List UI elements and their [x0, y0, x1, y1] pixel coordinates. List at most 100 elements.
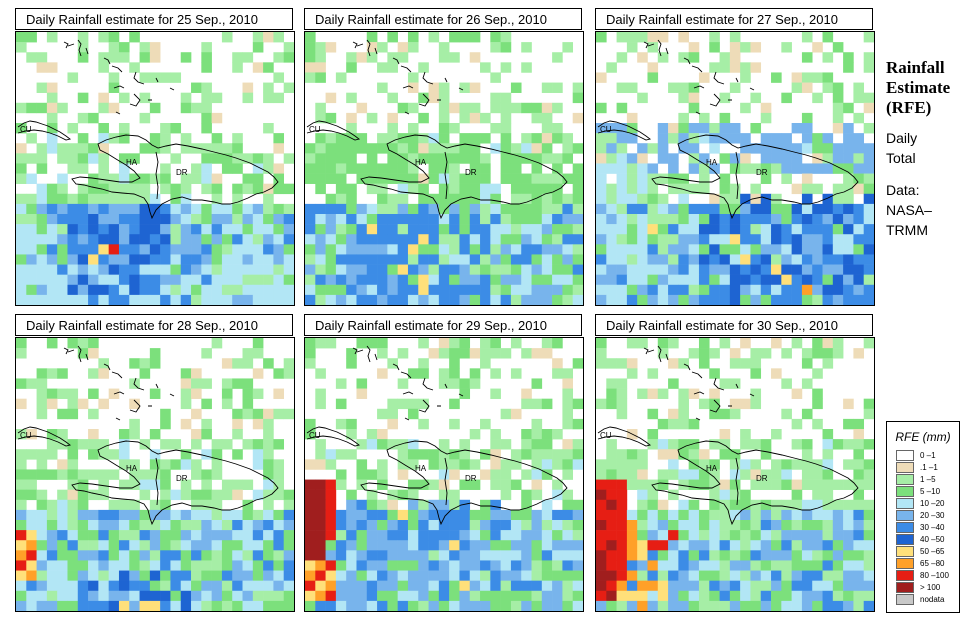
rainfall-cell: [201, 62, 212, 73]
rainfall-cell: [263, 408, 274, 420]
rainfall-cell: [521, 348, 532, 359]
rainfall-cell: [469, 214, 481, 225]
rainfall-cell: [273, 530, 285, 541]
caption-trmm: TRMM: [886, 222, 928, 238]
rainfall-cell: [211, 264, 223, 275]
rainfall-cell: [108, 520, 120, 531]
rainfall-cell: [252, 570, 264, 581]
rainfall-cell: [709, 203, 720, 215]
rainfall-cell: [500, 459, 512, 470]
rainfall-cell: [596, 398, 607, 410]
rainfall-cell: [397, 102, 409, 114]
rainfall-cell: [335, 294, 347, 305]
rainfall-cell: [596, 499, 607, 511]
rainfall-cell: [562, 133, 574, 144]
rainfall-cell: [606, 193, 617, 205]
rainfall-cell: [678, 183, 689, 195]
rainfall-cell: [480, 520, 491, 531]
rainfall-cell: [88, 590, 99, 602]
rainfall-cell: [36, 388, 48, 399]
rainfall-cell: [719, 429, 731, 440]
rainfall-cell: [356, 550, 368, 561]
rainfall-cell: [242, 388, 254, 399]
rainfall-cell: [698, 72, 710, 83]
rainfall-cell: [729, 32, 741, 43]
rainfall-cell: [688, 540, 700, 551]
rainfall-cell: [729, 52, 741, 63]
rainfall-cell: [853, 469, 865, 480]
rainfall-cell: [709, 479, 720, 490]
rainfall-cell: [626, 338, 638, 349]
rainfall-cell: [118, 284, 130, 296]
rainfall-cell: [719, 254, 731, 265]
rainfall-cell: [469, 193, 481, 205]
rainfall-cell: [541, 183, 553, 195]
rainfall-cell: [335, 264, 347, 275]
rainfall-cell: [541, 348, 553, 359]
rainfall-cell: [407, 203, 419, 215]
rainfall-cell: [57, 193, 68, 205]
rainfall-cell: [242, 580, 254, 592]
rainfall-cell: [407, 570, 419, 581]
rainfall-cell: [108, 294, 120, 305]
rainfall-cell: [771, 224, 782, 235]
rainfall-cell: [98, 530, 109, 541]
rainfall-cell: [252, 203, 264, 215]
rainfall-cell: [510, 520, 522, 531]
rainfall-cell: [366, 338, 378, 349]
rainfall-cell: [129, 590, 140, 602]
rainfall-cell: [180, 173, 192, 184]
rainfall-cell: [57, 459, 68, 470]
rainfall-cell: [438, 284, 450, 296]
rainfall-cell: [637, 244, 648, 255]
rainfall-cell: [616, 580, 628, 592]
rainfall-cell: [490, 42, 501, 53]
rainfall-cell: [688, 214, 700, 225]
rainfall-cell: [647, 143, 659, 154]
rainfall-cell: [26, 294, 37, 305]
rainfall-cell: [139, 294, 151, 305]
rainfall-cell: [180, 509, 192, 521]
rainfall-cell: [657, 234, 669, 245]
rainfall-cell: [387, 560, 398, 571]
rainfall-cell: [149, 224, 161, 235]
rainfall-cell: [812, 469, 823, 480]
rainfall-cell: [510, 550, 522, 561]
rainfall-cell: [596, 469, 607, 480]
rainfall-cell: [521, 530, 532, 541]
rainfall-cell: [129, 32, 140, 43]
country-label-cu: CU: [309, 125, 321, 134]
rainfall-cell: [273, 254, 285, 265]
rainfall-cell: [562, 550, 574, 561]
rainfall-cell: [572, 284, 583, 296]
rainfall-cell: [688, 520, 700, 531]
rainfall-cell: [273, 570, 285, 581]
rainfall-cell: [562, 489, 574, 501]
rainfall-cell: [88, 183, 99, 195]
rainfall-cell: [305, 214, 316, 225]
rainfall-cell: [668, 264, 679, 275]
rainfall-cell: [283, 42, 294, 53]
rainfall-cell: [88, 274, 99, 286]
rainfall-cell: [377, 439, 388, 450]
rainfall-cell: [149, 348, 161, 359]
rainfall-cell: [480, 62, 491, 73]
rainfall-cell: [108, 530, 120, 541]
rainfall-cell: [521, 580, 532, 592]
rainfall-cell: [263, 459, 274, 470]
rainfall-cell: [801, 550, 813, 561]
rainfall-cell: [647, 550, 659, 561]
rainfall-cell: [657, 133, 669, 144]
rainfall-cell: [201, 398, 212, 410]
rainfall-cell: [750, 244, 762, 255]
rainfall-cell: [36, 489, 48, 501]
rainfall-cell: [469, 112, 481, 124]
rainfall-cell: [305, 358, 316, 369]
rainfall-cell: [449, 530, 460, 541]
rainfall-cell: [626, 32, 638, 43]
rainfall-cell: [335, 550, 347, 561]
rainfall-cell: [531, 590, 543, 602]
rainfall-cell: [232, 133, 243, 144]
rainfall-cell: [346, 214, 357, 225]
rainfall-cell: [356, 224, 368, 235]
